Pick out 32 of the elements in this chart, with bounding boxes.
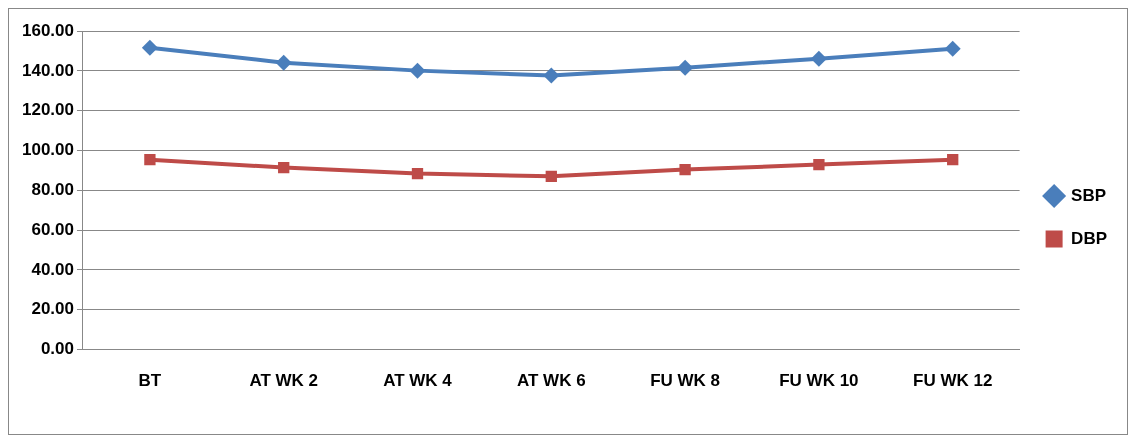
x-tick-label: FU WK 12 (913, 371, 993, 391)
y-tick-label: 40.00 (31, 259, 74, 279)
y-tick-label: 80.00 (31, 179, 74, 199)
legend-label: DBP (1071, 228, 1108, 248)
point (810, 50, 827, 67)
y-tick-label: 120.00 (22, 100, 74, 120)
y-tick-label: 60.00 (31, 219, 74, 239)
point (543, 67, 560, 84)
point (944, 40, 961, 57)
y-tick-label: 100.00 (22, 140, 74, 160)
y-tick-label: 160.00 (22, 20, 74, 40)
x-tick-label: FU WK 10 (779, 371, 859, 391)
point (813, 158, 825, 171)
x-tick-label: FU WK 8 (650, 371, 721, 391)
point (278, 161, 290, 174)
x-tick-label: BT (138, 371, 162, 391)
point (411, 167, 424, 180)
legend-label: SBP (1071, 185, 1107, 205)
point (677, 59, 694, 76)
y-tick-label: 20.00 (31, 299, 74, 319)
y-tick-label: 140.00 (22, 60, 74, 80)
x-tick-label: AT WK 2 (249, 371, 319, 391)
point (679, 163, 691, 176)
point (409, 62, 426, 79)
x-tick-label: AT WK 6 (516, 371, 586, 391)
point (545, 170, 557, 183)
point (141, 39, 158, 56)
point (275, 54, 292, 71)
x-tick-label: AT WK 4 (383, 371, 453, 391)
y-tick-label: 0.00 (40, 339, 74, 359)
point (144, 153, 156, 166)
point (947, 153, 959, 166)
